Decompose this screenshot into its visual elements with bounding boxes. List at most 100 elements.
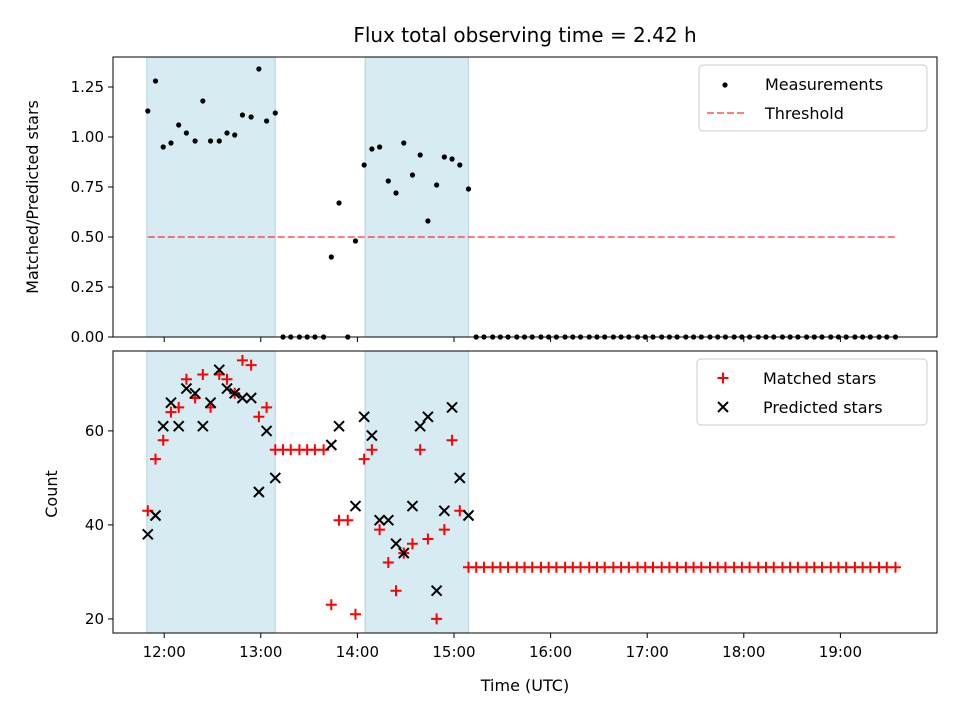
- legend-box: [698, 64, 928, 132]
- data-point: [441, 154, 447, 160]
- data-point: [361, 162, 367, 168]
- data-point: [165, 406, 177, 418]
- data-point: [430, 584, 443, 597]
- data-point: [245, 392, 257, 404]
- y-tick-label: 60: [85, 422, 104, 440]
- data-point: [390, 537, 402, 550]
- data-point: [160, 144, 166, 150]
- y-tick-label: 0.75: [71, 178, 104, 196]
- legend-swatch: [717, 372, 729, 384]
- data-point: [232, 132, 238, 138]
- data-point: [189, 387, 201, 400]
- data-point: [369, 146, 375, 152]
- data-point: [272, 110, 278, 116]
- data-point: [406, 500, 419, 512]
- data-point: [431, 613, 443, 625]
- legend-item: Matched stars: [717, 369, 876, 388]
- shaded-interval-2: [364, 350, 469, 634]
- data-point: [373, 514, 386, 526]
- x-tick-label: 19:00: [819, 643, 862, 661]
- data-point: [414, 420, 426, 432]
- axes-frame: [112, 350, 938, 634]
- data-point: [269, 472, 281, 484]
- y-tick-label: 0.50: [71, 228, 104, 246]
- data-point: [149, 509, 162, 522]
- data-point: [465, 186, 472, 192]
- data-point: [261, 401, 273, 413]
- data-point: [204, 396, 217, 409]
- data-point: [197, 420, 209, 432]
- data-point: [366, 429, 378, 442]
- x-tick-label: 16:00: [529, 643, 572, 661]
- data-point: [239, 112, 246, 118]
- data-point: [192, 138, 198, 144]
- legend-box: [696, 358, 928, 426]
- data-point: [183, 130, 190, 136]
- data-point: [145, 108, 151, 114]
- legend-label: Matched stars: [763, 369, 876, 388]
- chart-title: Flux total observing time = 2.42 h: [353, 23, 696, 47]
- data-point: [157, 420, 169, 432]
- y-tick-label: 1.00: [71, 128, 104, 146]
- data-point: [325, 599, 337, 611]
- data-point: [150, 453, 162, 465]
- y-tick-label: 1.25: [71, 78, 104, 96]
- data-point: [256, 66, 262, 72]
- data-point: [176, 122, 182, 128]
- data-point: [390, 585, 402, 597]
- data-point: [377, 144, 383, 150]
- data-point: [446, 434, 458, 446]
- data-point: [200, 98, 206, 104]
- data-point: [401, 140, 407, 146]
- data-point: [180, 373, 192, 385]
- data-point: [434, 182, 440, 188]
- data-point: [213, 364, 225, 376]
- data-point: [398, 547, 410, 559]
- data-point: [197, 369, 209, 380]
- data-point: [446, 401, 458, 414]
- data-point: [457, 162, 463, 168]
- legend-item: Threshold: [707, 104, 844, 123]
- data-point: [349, 608, 361, 620]
- x-tick-label: 18:00: [722, 643, 765, 661]
- x-tick-label: 12:00: [143, 643, 186, 661]
- legend: Matched stars Predicted stars: [696, 358, 928, 426]
- y-tick-label: 20: [85, 610, 104, 628]
- data-point: [253, 486, 265, 498]
- shaded-interval-1: [146, 56, 276, 338]
- legend-label: Threshold: [764, 104, 844, 123]
- data-point: [454, 472, 466, 484]
- data-point: [393, 190, 399, 196]
- plot-layer: 0.00 0.25 0.50 0.75 1.00 1.25 Measurements Thre…: [71, 56, 938, 661]
- data-point: [414, 444, 426, 456]
- data-point: [253, 411, 265, 423]
- data-point: [248, 114, 254, 120]
- data-point: [263, 118, 270, 124]
- data-point: [325, 439, 338, 451]
- data-point: [352, 238, 359, 244]
- top-panel: 0.00 0.25 0.50 0.75 1.00 1.25 Measurements Thre…: [71, 56, 938, 346]
- data-point: [165, 396, 177, 409]
- data-point: [336, 200, 342, 206]
- data-point: [180, 382, 193, 395]
- legend-label: Measurements: [765, 75, 883, 94]
- x-tick-label: 17:00: [626, 643, 669, 661]
- data-point: [236, 354, 248, 366]
- data-point: [172, 420, 185, 432]
- data-point: [221, 373, 233, 385]
- data-point: [342, 514, 354, 526]
- shaded-interval-1: [146, 350, 276, 634]
- data-point: [152, 78, 159, 84]
- legend-item: Predicted stars: [717, 398, 883, 417]
- data-point: [385, 178, 391, 184]
- legend-swatch: [722, 82, 728, 88]
- data-point: [157, 434, 169, 446]
- data-point: [333, 420, 345, 432]
- x-axis-label: Time (UTC): [480, 676, 569, 695]
- data-point: [236, 392, 249, 404]
- data-point: [409, 172, 416, 178]
- data-point: [260, 425, 273, 437]
- bottom-panel: 20 40 60 12:00 13:00 14:00 15:00 16:00 17:00 18:0…: [85, 350, 938, 661]
- data-point: [425, 218, 431, 224]
- data-point: [216, 138, 222, 144]
